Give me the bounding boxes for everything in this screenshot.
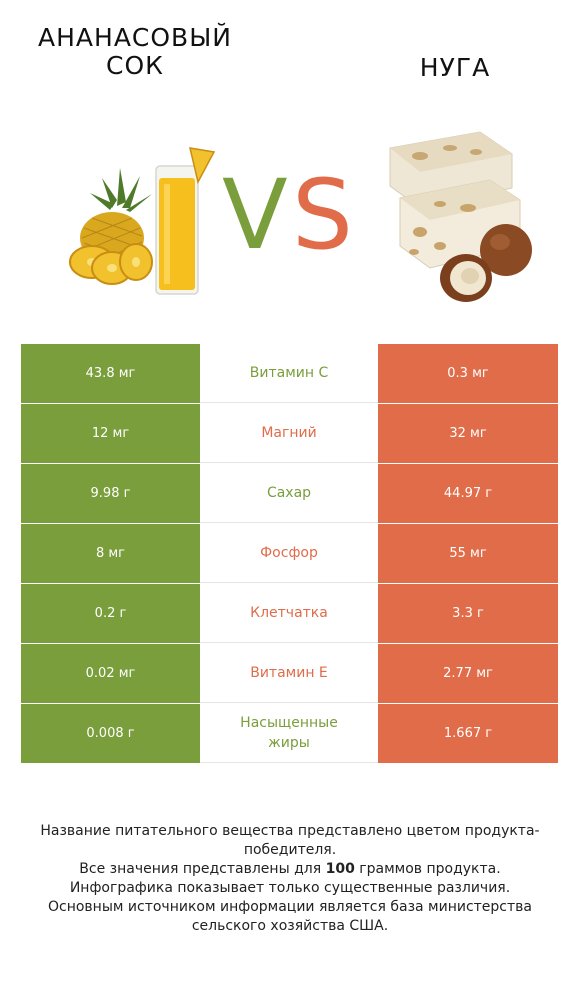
footnote-line-4: Основным источником информации является … — [48, 899, 532, 934]
nutrient-name: Клетчатка — [200, 584, 378, 643]
left-value: 43.8 мг — [21, 344, 200, 403]
table-row: 0.2 г Клетчатка 3.3 г — [21, 584, 558, 644]
left-value: 12 мг — [21, 404, 200, 463]
right-value: 44.97 г — [378, 464, 558, 523]
left-value: 8 мг — [21, 524, 200, 583]
left-value: 0.2 г — [21, 584, 200, 643]
left-value: 0.02 мг — [21, 644, 200, 703]
nutrient-name: Сахар — [200, 464, 378, 523]
nutrient-name: Магний — [200, 404, 378, 463]
right-product-title: НУГА — [419, 53, 491, 82]
footnote-line-1: Название питательного вещества представл… — [40, 823, 540, 858]
hazelnuts — [440, 224, 532, 302]
table-row: 43.8 мг Витамин C 0.3 мг — [21, 344, 558, 404]
footnote-line-2: Все значения представлены для 100 граммо… — [20, 860, 560, 879]
nutrient-name: Насыщенные жиры — [200, 704, 378, 763]
nutrient-name: Витамин E — [200, 644, 378, 703]
right-value: 32 мг — [378, 404, 558, 463]
table-row: 8 мг Фосфор 55 мг — [21, 524, 558, 584]
vs-letter-s: S — [292, 159, 353, 271]
comparison-table: 43.8 мг Витамин C 0.3 мг 12 мг Магний 32 мг 9.… — [21, 344, 558, 764]
pineapple-leaves — [90, 168, 152, 212]
footnote: Название питательного вещества представл… — [20, 822, 560, 936]
footnote-line-2-prefix: Все значения представлены для — [79, 861, 326, 877]
nutrient-name: Фосфор — [200, 524, 378, 583]
left-product-title: АНАНАСОВЫЙ СОК — [38, 23, 232, 80]
table-row: 12 мг Магний 32 мг — [21, 404, 558, 464]
right-value: 2.77 мг — [378, 644, 558, 703]
right-value: 3.3 г — [378, 584, 558, 643]
table-row: 0.008 г Насыщенные жиры 1.667 г — [21, 704, 558, 764]
left-value: 0.008 г — [21, 704, 200, 763]
footnote-line-3: Инфографика показывает только существенн… — [69, 880, 511, 896]
right-value: 55 мг — [378, 524, 558, 583]
pineapple-slices — [69, 243, 153, 285]
right-value: 0.3 мг — [378, 344, 558, 403]
pineapple-juice-illustration — [69, 147, 216, 295]
table-row: 9.98 г Сахар 44.97 г — [21, 464, 558, 524]
vs-letter-v: V — [222, 159, 288, 271]
right-value: 1.667 г — [378, 704, 558, 763]
footnote-line-2-suffix: граммов продукта. — [354, 861, 501, 877]
table-row: 0.02 мг Витамин E 2.77 мг — [21, 644, 558, 704]
left-value: 9.98 г — [21, 464, 200, 523]
footnote-line-2-bold: 100 — [325, 861, 355, 877]
nutrient-name: Витамин C — [200, 344, 378, 403]
nougat-illustration — [389, 131, 532, 302]
